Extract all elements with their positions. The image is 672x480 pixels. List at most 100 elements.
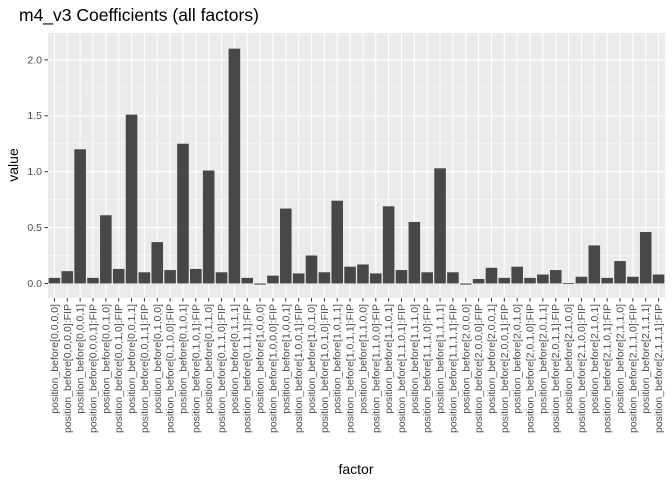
x-tick-label: position_before[1,1,0,1] <box>383 304 395 414</box>
bar <box>215 272 228 284</box>
x-tick-label: position_before[1,1,1,1]:FIP <box>447 304 459 433</box>
x-axis: position_before[0,0,0,0] position_before[… <box>49 298 665 433</box>
bar <box>408 221 421 284</box>
x-tick-label: position_before[0,0,0,0] <box>49 304 61 414</box>
x-tick-label: position_before[0,0,1,1]:FIP <box>139 304 151 433</box>
bar <box>434 168 446 284</box>
x-tick-label: position_before[0,1,1,1]:FIP <box>242 304 254 433</box>
bars <box>48 48 665 285</box>
x-tick-label: position_before[1,0,1,1] <box>332 304 344 414</box>
x-tick-label: position_before[1,1,1,0]:FIP <box>422 304 434 433</box>
x-tick-label: position_before[0,0,1,0] <box>100 304 112 414</box>
x-tick-label: position_before[2,0,1,1] <box>537 304 549 414</box>
x-tick-label: position_before[1,1,1,0] <box>409 304 421 414</box>
x-tick-label: position_before[0,1,1,0]:FIP <box>216 304 228 433</box>
x-tick-label: position_before[1,0,0,0] <box>255 304 267 414</box>
x-tick-label: position_before[2,1,0,0]:FIP <box>576 304 588 433</box>
x-tick-label: position_before[2,0,0,1] <box>486 304 498 414</box>
x-tick-label: position_before[2,0,1,0]:FIP <box>525 304 537 433</box>
x-tick-label: position_before[2,1,1,1] <box>640 304 652 414</box>
bar <box>369 273 382 284</box>
y-tick-label: 1.0 <box>27 166 42 178</box>
x-tick-label: position_before[0,1,0,0] <box>152 304 164 414</box>
x-tick-label: position_before[0,0,0,1]:FIP <box>87 304 99 433</box>
bar <box>524 277 536 284</box>
bar <box>601 277 613 284</box>
x-tick-label: position_before[1,1,0,0] <box>357 304 369 414</box>
bar <box>614 261 626 284</box>
bar <box>549 270 562 284</box>
x-tick-label: position_before[1,0,0,1] <box>280 304 292 414</box>
bar <box>125 114 138 284</box>
bar <box>190 268 202 284</box>
x-tick-label: position_before[2,0,0,0] <box>460 304 472 414</box>
bar <box>151 242 164 284</box>
x-tick-label: position_before[2,1,0,0] <box>563 304 575 414</box>
x-tick-label: position_before[0,0,1,0]:FIP <box>113 304 125 433</box>
y-tick-label: 1.5 <box>27 110 42 122</box>
bar <box>331 200 344 284</box>
bar <box>498 277 511 284</box>
x-tick-label: position_before[2,0,0,0]:FIP <box>473 304 485 433</box>
bar <box>357 264 369 284</box>
x-tick-label: position_before[2,1,1,1]:FIP <box>653 304 665 433</box>
x-tick-label: position_before[2,1,0,1] <box>589 304 601 414</box>
bar <box>485 267 498 284</box>
x-tick-label: position_before[1,0,1,1]:FIP <box>345 304 357 433</box>
x-tick-label: position_before[0,1,1,0] <box>203 304 215 414</box>
x-tick-label: position_before[0,0,1,1] <box>126 304 138 414</box>
bar <box>292 273 305 284</box>
x-tick-label: position_before[1,0,0,0]:FIP <box>267 304 279 433</box>
x-tick-label: position_before[1,1,1,1] <box>435 304 447 414</box>
x-tick-label: position_before[0,1,0,1] <box>177 304 189 414</box>
bar <box>61 271 74 284</box>
plot-panel <box>48 33 665 298</box>
x-tick-label: position_before[0,0,0,0]:FIP <box>62 304 74 433</box>
bar <box>112 268 125 284</box>
bar <box>138 272 151 284</box>
bar <box>639 232 652 284</box>
bar <box>202 170 215 284</box>
x-tick-label: position_before[2,1,0,1]:FIP <box>602 304 614 433</box>
bar <box>472 278 485 284</box>
bar <box>177 143 189 284</box>
bar <box>267 275 279 284</box>
bar <box>241 277 254 284</box>
x-tick-label: position_before[1,1,0,0]:FIP <box>370 304 382 433</box>
bar <box>652 274 665 284</box>
bar <box>459 283 472 285</box>
x-tick-label: position_before[1,1,0,1]:FIP <box>396 304 408 433</box>
y-tick-label: 2.0 <box>27 54 42 66</box>
x-tick-label: position_before[0,1,1,1] <box>229 304 241 414</box>
bar <box>344 266 356 284</box>
x-axis-title: factor <box>338 461 373 477</box>
bar <box>254 283 266 285</box>
bar <box>280 208 292 284</box>
bar <box>447 272 459 284</box>
y-axis: 0.0 0.5 1.0 1.5 2.0 <box>27 54 48 290</box>
bar <box>164 270 176 284</box>
x-tick-label: position_before[2,0,0,1]:FIP <box>499 304 511 433</box>
y-axis-title: value <box>5 148 21 182</box>
bar <box>305 255 318 284</box>
y-tick-label: 0.5 <box>27 222 42 234</box>
x-tick-label: position_before[2,1,1,0] <box>615 304 627 414</box>
chart-title: m4_v3 Coefficients (all factors) <box>19 5 259 25</box>
x-tick-label: position_before[2,0,1,1]:FIP <box>550 304 562 433</box>
bar <box>511 266 523 284</box>
bar <box>382 206 395 284</box>
x-tick-label: position_before[0,0,0,1] <box>75 304 87 414</box>
x-tick-label: position_before[2,0,1,0] <box>512 304 524 414</box>
grid-lines <box>48 33 665 298</box>
bar <box>100 215 112 284</box>
x-tick-label: position_before[1,0,1,0] <box>306 304 318 414</box>
y-tick-label: 0.0 <box>27 278 42 290</box>
x-tick-label: position_before[1,0,0,1]:FIP <box>293 304 305 433</box>
x-tick-label: position_before[2,1,1,0]:FIP <box>627 304 639 433</box>
x-tick-label: position_before[0,1,0,1]:FIP <box>190 304 202 433</box>
bar <box>575 276 588 284</box>
bar <box>588 245 601 284</box>
bar <box>48 277 61 284</box>
bar <box>627 276 639 284</box>
